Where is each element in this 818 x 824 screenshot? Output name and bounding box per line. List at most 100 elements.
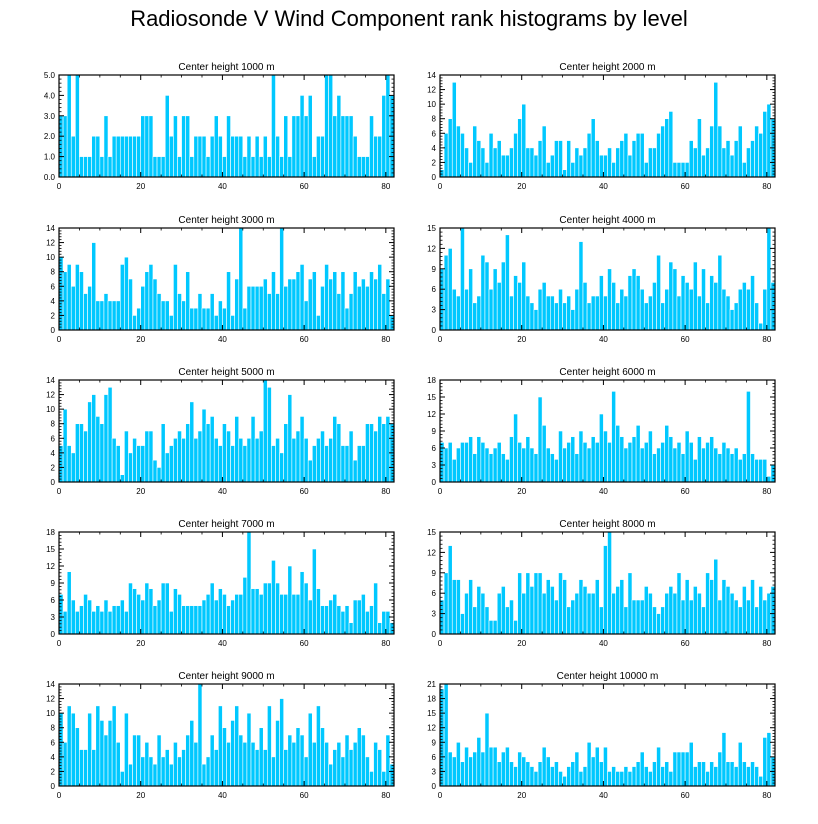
histogram-bar [156, 599, 162, 635]
histogram-bar [316, 588, 321, 635]
y-tick-label: 9 [432, 265, 437, 274]
histogram-bar [103, 394, 109, 483]
histogram-bar [525, 436, 531, 483]
histogram-bar [226, 741, 231, 787]
histogram-bar [635, 132, 641, 178]
histogram-bar [639, 288, 645, 331]
histogram-bar [95, 300, 101, 331]
histogram-bar [733, 140, 739, 178]
histogram-bar [701, 447, 706, 483]
histogram-bar [521, 103, 527, 178]
y-tick-label: 0 [432, 782, 437, 791]
histogram-bar [574, 147, 580, 178]
histogram-bar [197, 135, 203, 178]
histogram-bar [680, 275, 686, 331]
x-tick-label: 60 [300, 335, 309, 344]
histogram-bar [517, 282, 523, 331]
x-tick-label: 0 [438, 639, 443, 648]
panel-title: Center height 3000 m [178, 215, 274, 226]
histogram-bar [721, 579, 727, 635]
histogram-bar [688, 442, 694, 483]
histogram-bar [733, 599, 739, 635]
y-tick-label: 8 [432, 115, 437, 124]
histogram-bar [303, 582, 309, 635]
histogram-bar [517, 118, 523, 178]
histogram-bar [197, 683, 203, 787]
histogram-bar [456, 447, 461, 483]
histogram-bar [377, 416, 383, 483]
x-tick-label: 60 [681, 791, 690, 800]
histogram-bar [623, 447, 629, 483]
histogram-bar [476, 295, 482, 331]
y-tick-label: 4 [432, 144, 437, 153]
histogram-bar [566, 295, 572, 331]
histogram-bar [115, 741, 121, 787]
histogram-bar [529, 302, 535, 331]
histogram-bar [283, 115, 289, 178]
histogram-bar [185, 115, 191, 178]
histogram-bar [697, 295, 702, 331]
histogram-bar [472, 751, 478, 787]
histogram-bar [173, 437, 178, 483]
histogram-bar [295, 594, 301, 635]
histogram-bar [505, 606, 510, 635]
panel-title: Center height 9000 m [178, 671, 274, 682]
y-tick-label: 8 [51, 268, 56, 277]
histogram-bar [152, 156, 158, 178]
x-tick-label: 60 [681, 335, 690, 344]
histogram-bar [242, 741, 248, 787]
histogram-bar [447, 118, 453, 178]
histogram-bar [676, 442, 682, 483]
histogram-panel: Center height 6000 m 0 3 6 9 12 15 18 0 20 40 60 80 [427, 367, 776, 496]
histogram-bar [83, 594, 88, 635]
histogram-bar [529, 447, 535, 483]
histogram-bar [140, 599, 146, 635]
y-tick-label: 0 [51, 630, 56, 639]
histogram-panel: Center height 5000 m 0 2 4 6 8 10 12 14 0 20 40 60 80 [46, 367, 395, 496]
y-tick-label: 2.0 [44, 132, 56, 141]
histogram-bar [480, 254, 486, 331]
histogram-bar [664, 761, 670, 787]
histogram-bar [505, 154, 510, 178]
histogram-bar [460, 442, 465, 483]
histogram-bar [209, 293, 215, 331]
histogram-bar [209, 582, 215, 635]
histogram-bar [205, 423, 211, 483]
histogram-bar [197, 430, 203, 483]
histogram-bar [344, 605, 350, 635]
histogram-bar [619, 579, 625, 635]
histogram-bar [603, 295, 608, 331]
histogram-bar [279, 594, 284, 635]
histogram-bar [107, 611, 113, 635]
x-tick-label: 20 [517, 335, 526, 344]
panel-title: Center height 8000 m [559, 519, 655, 530]
y-tick-label: 4.0 [44, 91, 56, 100]
histogram-bar [713, 558, 719, 635]
histogram-bar [246, 531, 252, 635]
histogram-bar [381, 95, 387, 178]
histogram-bar [70, 452, 76, 483]
histogram-bar [525, 147, 531, 178]
histogram-bar [509, 599, 514, 635]
histogram-bar [377, 622, 383, 635]
histogram-bar [631, 599, 637, 635]
histogram-bar [185, 271, 191, 331]
x-tick-label: 40 [218, 791, 227, 800]
histogram-bar [713, 447, 719, 483]
histogram-bar [230, 445, 235, 483]
histogram-bar [725, 447, 731, 483]
y-tick-label: 0 [432, 173, 437, 182]
histogram-bar [554, 761, 559, 787]
histogram-bar [570, 436, 576, 483]
histogram-bar [328, 278, 334, 331]
histogram-bar [607, 268, 612, 331]
histogram-bar [533, 453, 539, 483]
histogram-bar [103, 293, 109, 331]
histogram-bar [643, 442, 649, 483]
y-tick-label: 3 [432, 767, 437, 776]
histogram-bar [230, 720, 235, 787]
histogram-bar [303, 300, 309, 331]
histogram-bar [193, 307, 199, 331]
histogram-bar [451, 459, 457, 483]
histogram-bar [676, 751, 682, 787]
